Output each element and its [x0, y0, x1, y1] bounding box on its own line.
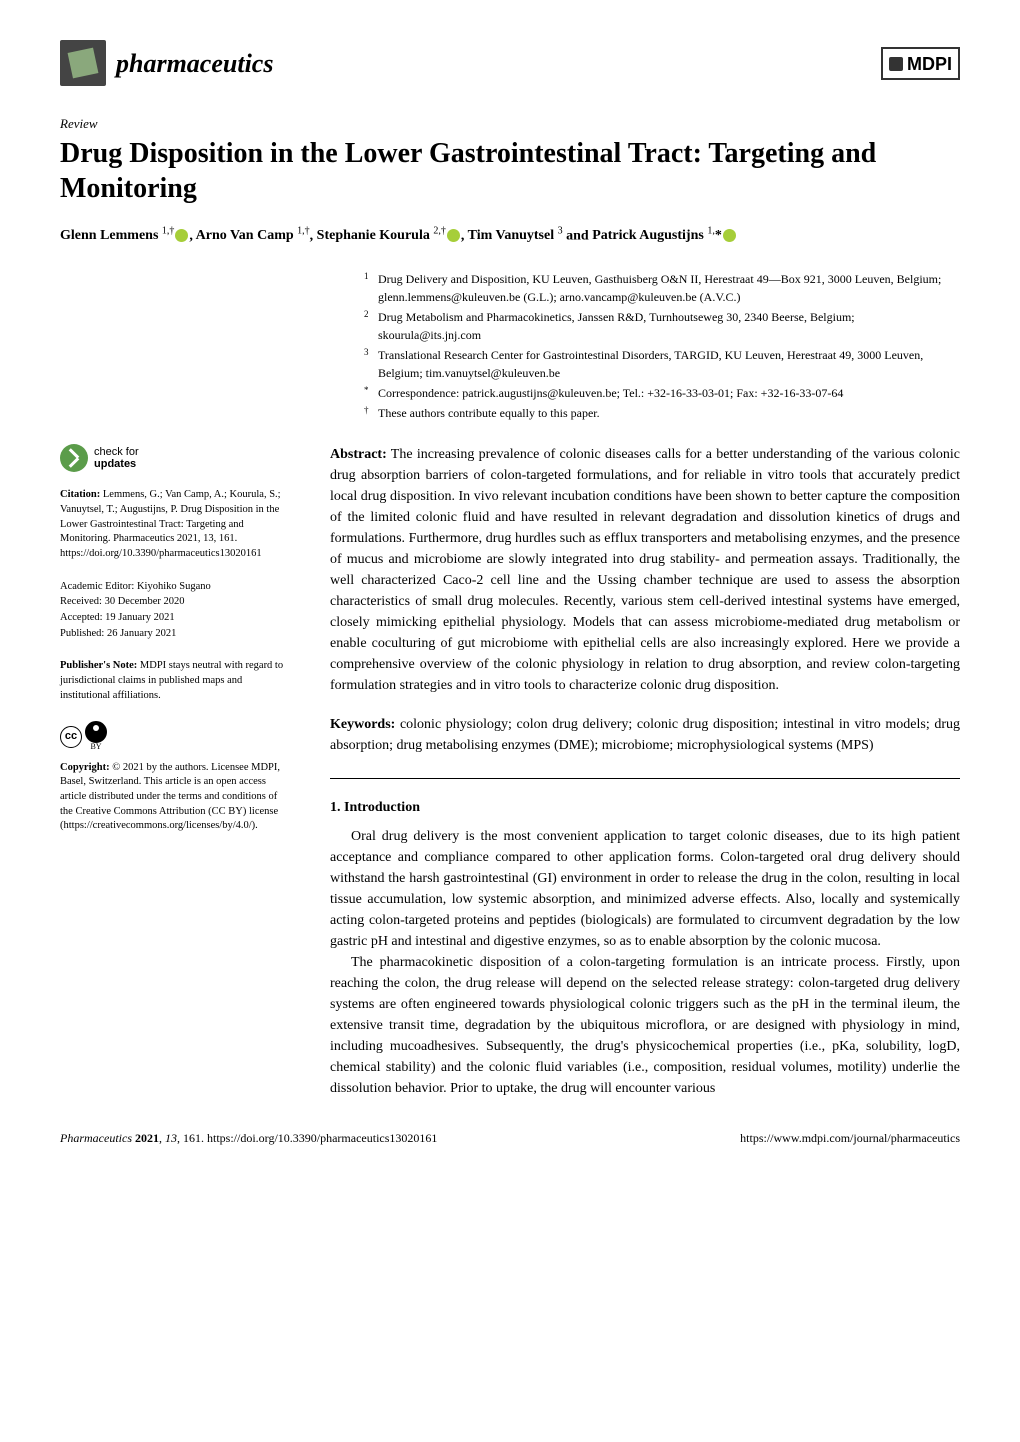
paragraph: Oral drug delivery is the most convenien… — [330, 826, 960, 952]
mdpi-logo-icon: MDPI — [881, 47, 960, 80]
paragraph: The pharmacokinetic disposition of a col… — [330, 952, 960, 1099]
author: Patrick Augustijns 1,* — [592, 228, 737, 243]
abstract: Abstract: The increasing prevalence of c… — [330, 444, 960, 696]
check-updates-icon — [60, 444, 88, 472]
article-body: Abstract: The increasing prevalence of c… — [330, 444, 960, 1099]
affiliation-item: 1Drug Delivery and Disposition, KU Leuve… — [364, 270, 960, 306]
published-date: Published: 26 January 2021 — [60, 627, 290, 642]
author: Arno Van Camp 1,† — [196, 228, 310, 243]
abstract-label: Abstract: — [330, 447, 387, 462]
section-heading: 1. Introduction — [330, 797, 960, 818]
footer-citation: Pharmaceutics 2021, 13, 161. https://doi… — [60, 1129, 437, 1147]
author: Glenn Lemmens 1,† — [60, 228, 189, 243]
orcid-icon — [723, 229, 736, 242]
check-updates-label: check for updates — [94, 446, 139, 470]
header: pharmaceutics MDPI — [60, 40, 960, 86]
keywords: Keywords: colonic physiology; colon drug… — [330, 714, 960, 756]
citation-label: Citation: — [60, 489, 100, 500]
editorial-dates: Academic Editor: Kiyohiko Sugano Receive… — [60, 580, 290, 642]
affiliation-item: 3Translational Research Center for Gastr… — [364, 346, 960, 382]
affiliation-item: *Correspondence: patrick.augustijns@kule… — [364, 384, 960, 402]
author-list: Glenn Lemmens 1,†, Arno Van Camp 1,†, St… — [60, 224, 960, 247]
page-footer: Pharmaceutics 2021, 13, 161. https://doi… — [60, 1129, 960, 1147]
accepted-date: Accepted: 19 January 2021 — [60, 611, 290, 626]
body-text: Oral drug delivery is the most convenien… — [330, 826, 960, 1099]
footer-url: https://www.mdpi.com/journal/pharmaceuti… — [740, 1129, 960, 1147]
journal-brand: pharmaceutics — [60, 40, 273, 86]
by-icon — [85, 721, 107, 743]
cc-license-icon: cc BY — [60, 721, 290, 752]
citation-block: Citation: Lemmens, G.; Van Camp, A.; Kou… — [60, 488, 290, 561]
academic-editor: Academic Editor: Kiyohiko Sugano — [60, 580, 290, 595]
author: Tim Vanuytsel 3 — [468, 228, 563, 243]
article-type: Review — [60, 114, 960, 134]
section-divider — [330, 778, 960, 779]
author: Stephanie Kourula 2,† — [317, 228, 461, 243]
keywords-label: Keywords: — [330, 717, 395, 732]
received-date: Received: 30 December 2020 — [60, 595, 290, 610]
main-content: check for updates Citation: Lemmens, G.;… — [60, 444, 960, 1099]
copyright-label: Copyright: — [60, 762, 110, 773]
article-title: Drug Disposition in the Lower Gastrointe… — [60, 136, 960, 206]
keywords-text: colonic physiology; colon drug delivery;… — [330, 717, 960, 753]
orcid-icon — [175, 229, 188, 242]
affiliations: 1Drug Delivery and Disposition, KU Leuve… — [364, 270, 960, 422]
publisher-note-label: Publisher's Note: — [60, 660, 137, 671]
journal-name: pharmaceutics — [116, 44, 273, 83]
journal-logo-icon — [60, 40, 106, 86]
by-label: BY — [85, 741, 107, 752]
check-updates-button[interactable]: check for updates — [60, 444, 290, 472]
affiliation-item: †These authors contribute equally to thi… — [364, 404, 960, 422]
abstract-text: The increasing prevalence of colonic dis… — [330, 447, 960, 693]
sidebar: check for updates Citation: Lemmens, G.;… — [60, 444, 290, 1099]
affiliation-item: 2Drug Metabolism and Pharmacokinetics, J… — [364, 308, 960, 344]
copyright-block: Copyright: © 2021 by the authors. Licens… — [60, 761, 290, 834]
orcid-icon — [447, 229, 460, 242]
cc-icon: cc — [60, 726, 82, 748]
publisher-note: Publisher's Note: MDPI stays neutral wit… — [60, 659, 290, 703]
